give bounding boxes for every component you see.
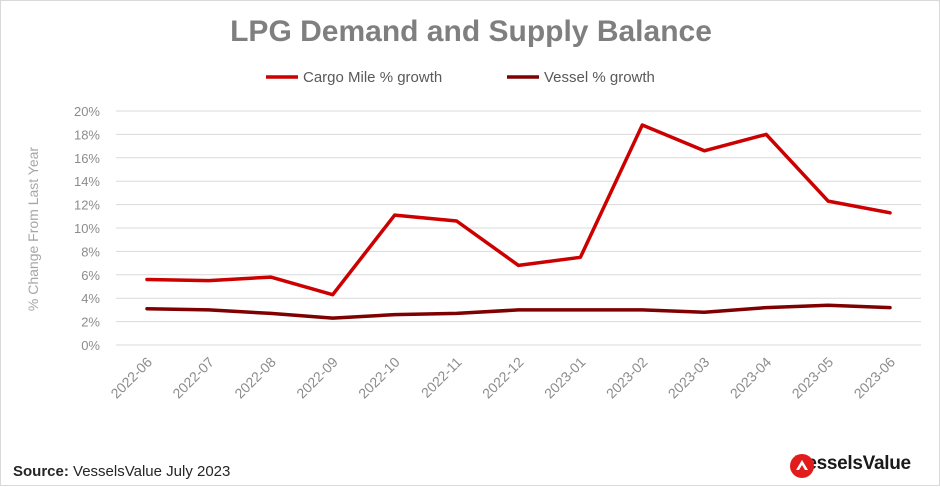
legend-label: Cargo Mile % growth	[303, 69, 442, 86]
x-tick-label: 2022-09	[293, 354, 341, 402]
x-tick-label: 2022-12	[479, 354, 527, 402]
y-tick-label: 14%	[74, 174, 100, 189]
y-tick-label: 16%	[74, 151, 100, 166]
x-tick-label: 2022-11	[418, 354, 465, 401]
y-tick-label: 6%	[81, 268, 100, 283]
x-tick-label: 2023-05	[789, 354, 837, 402]
y-axis-label: % Change From Last Year	[25, 147, 41, 312]
x-axis-ticks: 2022-06 2022-07 2022-08 2022-09 2022-10 2022-…	[107, 354, 898, 402]
legend-label: Vessel % growth	[544, 69, 655, 86]
series-lines	[147, 125, 890, 318]
source-label: Source:	[13, 463, 69, 480]
x-tick-label: 2022-06	[107, 354, 155, 402]
source-footer: Source: VesselsValue July 2023	[13, 463, 230, 480]
y-tick-label: 12%	[74, 198, 100, 213]
vesselsvalue-logo-icon	[789, 453, 815, 479]
y-tick-label: 10%	[74, 221, 100, 236]
x-tick-label: 2023-06	[851, 354, 899, 402]
y-tick-label: 18%	[74, 127, 100, 142]
legend: Cargo Mile % growth Vessel % growth	[266, 69, 655, 86]
x-tick-label: 2022-08	[231, 354, 279, 402]
y-tick-label: 4%	[81, 291, 100, 306]
y-axis-ticks: 0% 2% 4% 6% 8% 10% 12% 14% 16% 18% 20%	[74, 104, 100, 353]
x-tick-label: 2022-10	[355, 354, 403, 402]
brand-logo: VesselsValue	[789, 453, 911, 475]
x-tick-label: 2023-02	[603, 354, 651, 402]
x-tick-label: 2022-07	[169, 354, 217, 402]
x-tick-label: 2023-01	[541, 354, 589, 402]
y-tick-label: 2%	[81, 315, 100, 330]
y-tick-label: 0%	[81, 338, 100, 353]
source-text: VesselsValue July 2023	[73, 463, 230, 480]
series-line-cargo-mile-growth	[147, 125, 890, 295]
y-tick-label: 20%	[74, 104, 100, 119]
x-tick-label: 2023-03	[665, 354, 713, 402]
x-tick-label: 2023-04	[727, 354, 775, 402]
chart-title: LPG Demand and Supply Balance	[230, 15, 712, 48]
series-line-vessel-growth	[147, 305, 890, 318]
y-tick-label: 8%	[81, 244, 100, 259]
